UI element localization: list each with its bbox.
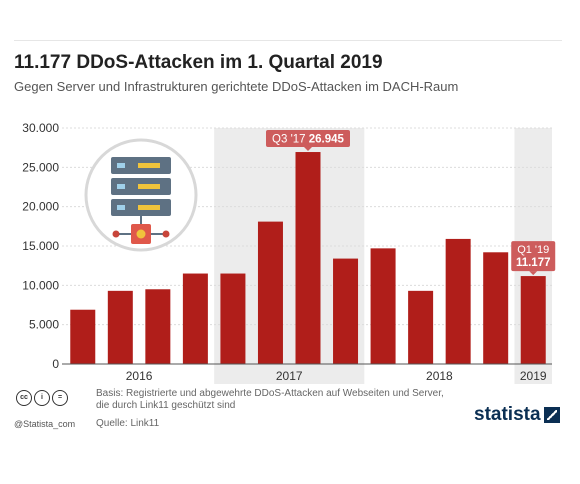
bar [145, 289, 171, 364]
y-tick-label: 15.000 [22, 239, 59, 253]
bar [295, 152, 321, 364]
bar [445, 238, 471, 364]
y-tick-label: 0 [52, 357, 59, 371]
nd-icon: = [52, 390, 68, 406]
brand-name: statista [474, 404, 541, 425]
footer: cc i = @Statista_com Basis: Registrierte… [0, 384, 580, 444]
bars [70, 152, 546, 364]
x-year-label: 2019 [520, 369, 547, 383]
by-icon: i [34, 390, 50, 406]
bar [483, 252, 509, 364]
footer-basis: Basis: Registrierte und abgewehrte DDoS-… [96, 388, 444, 411]
statista-logo[interactable]: statista [474, 404, 560, 426]
y-axis-ticks: 0 5.000 10.000 15.000 20.000 25.000 30.000 [22, 121, 59, 371]
footer-source: Quelle: Link11 [96, 418, 160, 429]
bar [370, 248, 396, 364]
cc-icon: cc [16, 390, 32, 406]
network-node-right [162, 230, 170, 238]
y-tick-label: 5.000 [29, 318, 59, 332]
bar [408, 290, 434, 364]
chart-subtitle: Gegen Server und Infrastrukturen gericht… [14, 79, 459, 94]
y-tick-label: 30.000 [22, 121, 59, 135]
annotation-label: Q1 '19 [517, 244, 549, 256]
network-node-left [112, 230, 120, 238]
y-tick-label: 10.000 [22, 278, 59, 292]
bar [107, 290, 133, 364]
annotation-0: Q3 '17 26.945 [266, 130, 350, 152]
server-illustration [84, 138, 198, 252]
bar [333, 258, 359, 364]
top-divider [14, 40, 562, 41]
bar [520, 276, 546, 364]
annotation-label: Q3 '17 26.945 [272, 134, 344, 146]
annotation-box [511, 241, 556, 272]
bar [220, 273, 246, 364]
x-year-label: 2018 [426, 369, 453, 383]
bar [257, 221, 283, 364]
bar-chart: 0 5.000 10.000 15.000 20.000 25.000 30.000 Q3 … [22, 121, 556, 384]
y-tick-label: 20.000 [22, 200, 59, 214]
chart-title: 11.177 DDoS-Attacken im 1. Quartal 2019 [14, 52, 383, 73]
y-tick-label: 25.000 [22, 160, 59, 174]
cc-license-icons: cc i = [16, 390, 68, 406]
x-axis-year-labels: 2016 2017 2018 2019 [126, 369, 547, 383]
bar [182, 273, 208, 364]
x-year-label: 2017 [276, 369, 303, 383]
annotation-value: 11.177 [516, 257, 551, 269]
statista-mark-icon [543, 407, 560, 423]
x-year-label: 2016 [126, 369, 153, 383]
bar [70, 309, 96, 364]
annotation-box [266, 130, 350, 148]
statista-handle: @Statista_com [14, 419, 76, 429]
